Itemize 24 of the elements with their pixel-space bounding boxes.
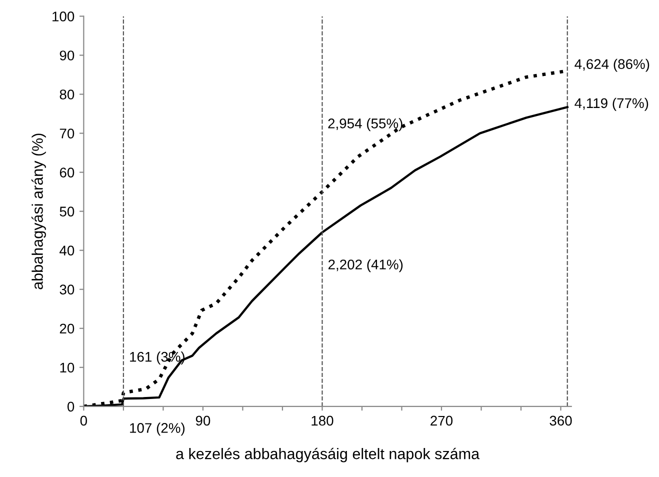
y-tick-label: 0 [67, 402, 74, 412]
y-tick-label: 30 [60, 284, 74, 295]
y-tick-label: 50 [60, 206, 74, 216]
annotation: 2,202 (41%) [328, 259, 403, 272]
annotation: 4,624 (86%) [574, 58, 650, 72]
y-tick-label: 80 [60, 90, 74, 100]
y-tick-label: 20 [60, 324, 74, 334]
annotation: 107 (2%) [130, 422, 184, 436]
x-axis-title: a kezelés abbahagyásáig eltelt napok száma [176, 448, 480, 462]
annotation: 2,954 (55%) [328, 118, 402, 132]
y-tick-label: 70 [60, 128, 74, 138]
x-tick-label: 0 [80, 416, 88, 426]
x-tick-label: 180 [312, 416, 334, 426]
y-tick-label: 10 [60, 362, 74, 373]
annotation: 4,119 (77%) [574, 98, 648, 111]
y-tick-label: 60 [60, 168, 74, 178]
y-tick-label: 90 [60, 50, 74, 60]
x-tick-label: 90 [196, 416, 210, 426]
y-tick-label: 40 [60, 246, 74, 256]
y-axis-title: abbahagyási arány (%) [32, 134, 46, 290]
y-tick-label: 100 [52, 12, 74, 22]
x-tick-label: 360 [550, 416, 572, 426]
x-tick-label: 270 [430, 416, 453, 426]
annotation: 161 (3%) [130, 352, 184, 364]
